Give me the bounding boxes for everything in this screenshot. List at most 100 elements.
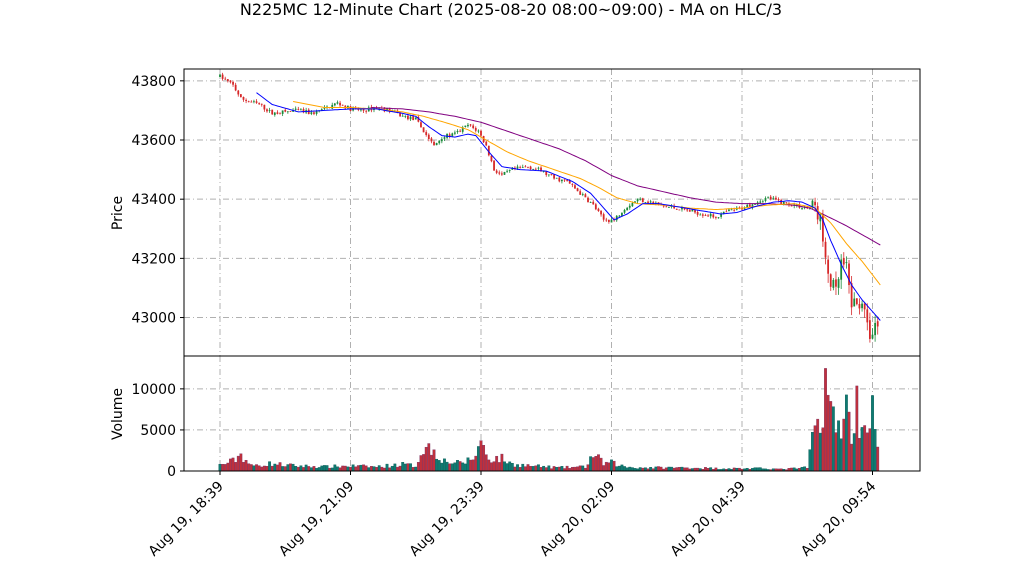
candle-body [339, 102, 341, 106]
volume-bar [218, 463, 222, 472]
volume-bar [268, 461, 271, 472]
candle-body [868, 320, 871, 339]
volume-bar [223, 464, 227, 472]
price-tick-label: 43200 [131, 251, 176, 267]
candle-body [281, 110, 284, 114]
volume-bar [320, 465, 324, 472]
volume-bar [443, 458, 446, 472]
candle-body [519, 166, 522, 168]
candle-body [840, 259, 843, 280]
volume-bar [829, 401, 833, 472]
price-y-axis: 43000 43200 43400 43600 43800 [131, 74, 184, 327]
volume-bar [257, 465, 261, 472]
candle-body [822, 214, 824, 242]
candle-body [717, 217, 720, 219]
candle-body [388, 107, 391, 112]
candle-body [540, 167, 542, 172]
volume-bar [868, 428, 872, 472]
volume-bar [617, 465, 621, 472]
candle-body [547, 174, 550, 176]
candle-body [482, 136, 485, 143]
candle-body [618, 215, 621, 217]
volume-bar [602, 465, 606, 472]
volume-bar [273, 463, 277, 472]
candle-body [401, 115, 404, 117]
volume-bar [236, 455, 240, 472]
volume-bar [296, 466, 300, 472]
candle-body [477, 130, 480, 132]
volume-bar [824, 368, 827, 472]
candle-body [866, 309, 869, 323]
candle-body [634, 201, 636, 204]
volume-bar [803, 466, 807, 472]
candle-body [315, 110, 318, 114]
candles [219, 72, 879, 343]
candle-body [360, 109, 362, 111]
volume-bar [560, 466, 564, 472]
volume-bar [252, 465, 256, 472]
candle-body [260, 103, 263, 105]
volume-bar [291, 463, 295, 472]
candle-body [490, 155, 493, 162]
volume-bar [570, 466, 574, 472]
candle-body [250, 101, 253, 103]
x-tick-label: Aug 20, 09:54 [798, 478, 879, 559]
volume-bar [842, 418, 846, 472]
candle-body [268, 110, 271, 111]
candle-body [628, 205, 631, 208]
candle-body [234, 84, 237, 91]
volume-bar [430, 454, 433, 472]
candle-body [649, 201, 652, 203]
candle-body [420, 122, 422, 128]
volume-bar [364, 465, 368, 472]
candle-body [855, 298, 858, 305]
volume-bar [490, 462, 493, 472]
candle-body [454, 132, 456, 134]
volume-bar [424, 446, 428, 472]
moving-average-lines [256, 92, 881, 321]
candle-body [558, 177, 561, 182]
volume-bar [262, 465, 266, 472]
volume-bar [453, 462, 457, 472]
candle-body [323, 107, 326, 109]
candle-body [425, 132, 428, 135]
candle-body [597, 208, 600, 212]
volume-axis-label: Volume [110, 388, 126, 440]
candle-body [514, 167, 516, 169]
candle-body [811, 200, 814, 208]
candle-body [871, 334, 874, 339]
volume-bar [317, 467, 321, 472]
volume-bar [529, 465, 532, 472]
volume-bar [393, 463, 397, 472]
candle-body [801, 207, 803, 209]
volume-bar [675, 467, 679, 472]
x-tick-label: Aug 19, 21:09 [276, 479, 357, 560]
volume-bar [753, 467, 757, 472]
candle-body [537, 167, 540, 169]
candle-body [694, 210, 696, 213]
candle-body [409, 116, 412, 120]
volume-bar [367, 467, 371, 472]
volume-bar [863, 425, 867, 472]
candle-body [534, 168, 537, 170]
candle-body [733, 209, 736, 211]
volume-bar [369, 466, 373, 472]
candle-body [412, 116, 415, 120]
candle-body [396, 110, 399, 114]
volume-bar [758, 467, 762, 472]
volume-bar [435, 458, 439, 472]
candle-body [712, 214, 715, 218]
candle-body [863, 303, 866, 310]
candle-body [448, 134, 451, 137]
volume-bar [818, 432, 822, 472]
volume-bar [610, 459, 613, 472]
volume-bar [659, 466, 663, 472]
candle-body [769, 196, 772, 200]
candle-body [790, 205, 793, 207]
candle-body [600, 210, 602, 215]
volume-bar [437, 460, 441, 472]
volume-bar [552, 466, 556, 472]
candle-body [691, 209, 694, 212]
volume-bar [537, 464, 540, 472]
volume-bar [476, 446, 480, 472]
